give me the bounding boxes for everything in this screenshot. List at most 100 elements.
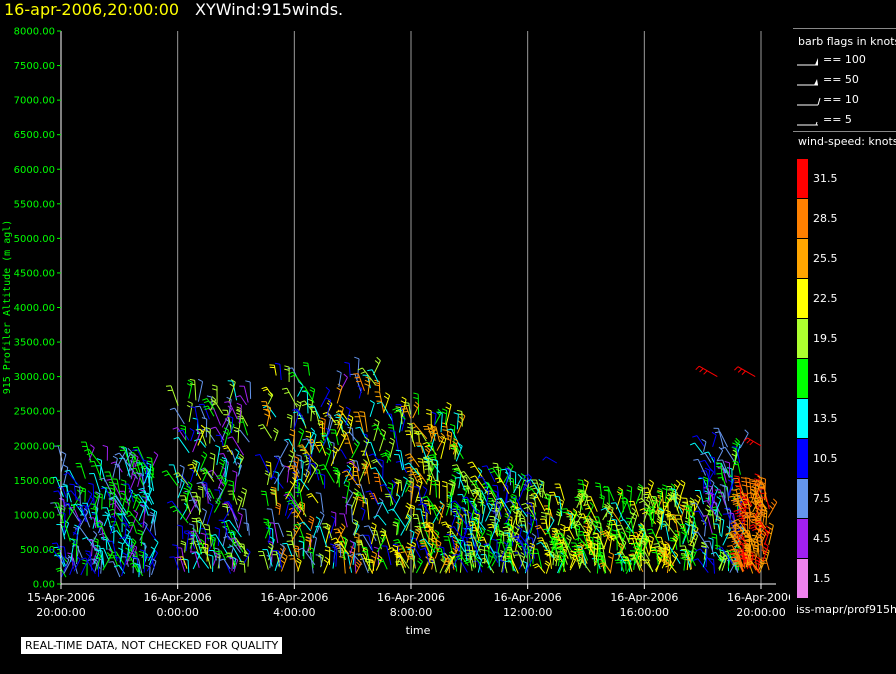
- wind-barb: [204, 547, 212, 569]
- wind-barb-flag: [413, 392, 419, 395]
- wind-barb: [730, 532, 743, 551]
- wind-barb-flag: [739, 511, 745, 515]
- wind-barb-flag: [734, 440, 739, 445]
- wind-barb: [369, 490, 380, 506]
- wind-barb: [303, 521, 312, 532]
- wind-barb-flag: [514, 554, 520, 556]
- wind-barb: [148, 549, 156, 565]
- wind-barb: [747, 437, 762, 447]
- wind-barb-flag: [754, 497, 761, 499]
- wind-barb-flag: [216, 475, 222, 477]
- wind-barb-flag: [131, 473, 136, 477]
- wind-barb: [392, 508, 406, 528]
- wind-barb: [143, 491, 150, 502]
- wind-barb-flag: [619, 542, 624, 547]
- wind-barb: [209, 428, 211, 444]
- wind-barb: [125, 548, 135, 565]
- speed-swatch: [797, 159, 808, 198]
- wind-barb-flag: [388, 427, 394, 429]
- wind-barb-flag: [738, 517, 744, 520]
- wind-barb-flag: [570, 512, 576, 517]
- barb-flag-10: == 10: [796, 93, 896, 107]
- wind-barb-flag: [334, 472, 340, 477]
- wind-barb-flag: [407, 456, 413, 459]
- wind-barb-flag: [296, 400, 302, 405]
- wind-barb-flag: [392, 544, 398, 548]
- wind-barb-flag: [451, 443, 456, 448]
- wind-barb-flag: [428, 454, 434, 457]
- wind-barb: [228, 382, 236, 403]
- y-axis-title: 915 Profiler Altitude (m agl): [2, 220, 13, 395]
- wind-barb: [510, 517, 513, 532]
- wind-barb: [170, 385, 179, 406]
- wind-barb-flag: [424, 525, 430, 529]
- wind-barb-flag: [760, 532, 766, 537]
- wind-barb: [206, 505, 214, 526]
- wind-barb-flag: [520, 520, 526, 523]
- wind-barb-flag: [138, 487, 144, 490]
- wind-barb: [500, 497, 512, 514]
- wind-barb: [353, 521, 359, 536]
- wind-barb: [266, 407, 272, 427]
- wind-barb: [608, 534, 613, 553]
- wind-barb: [220, 475, 227, 486]
- wind-barb-flag: [80, 489, 86, 493]
- wind-barb-flag: [420, 542, 426, 545]
- wind-barb: [396, 523, 399, 536]
- wind-barb-flag: [469, 553, 475, 556]
- wind-barb-flag: [498, 530, 504, 533]
- wind-barb-flag: [759, 534, 765, 539]
- wind-barb: [698, 365, 718, 378]
- wind-barb: [487, 482, 498, 500]
- wind-barb: [368, 525, 377, 542]
- wind-barb: [761, 537, 765, 555]
- wind-barb-flag: [385, 449, 391, 454]
- wind-barb: [112, 497, 127, 516]
- wind-barb-flag: [190, 530, 196, 533]
- wind-barb-flag: [733, 509, 739, 512]
- wind-barb-flag: [130, 454, 135, 458]
- wind-barb: [477, 559, 482, 573]
- wind-barb-flag: [483, 485, 489, 489]
- wind-barb-flag: [477, 498, 483, 501]
- wind-barb-flag: [236, 498, 242, 502]
- wind-barb: [603, 562, 612, 573]
- wind-barb: [312, 519, 321, 539]
- wind-barb: [548, 550, 552, 569]
- wind-barb: [457, 415, 466, 434]
- wind-barb-flag: [357, 385, 363, 389]
- wind-barb-flag: [423, 456, 429, 459]
- wind-barb: [735, 556, 744, 573]
- wind-barb-flag: [466, 525, 472, 528]
- wind-barb-flag: [265, 527, 271, 531]
- wind-barb-flag: [746, 560, 752, 564]
- wind-barb-flag: [361, 467, 367, 470]
- wind-barb: [64, 522, 71, 542]
- wind-barb-flag: [302, 438, 308, 441]
- wind-barb-flag: [467, 461, 473, 464]
- wind-barb-flag: [188, 499, 194, 502]
- wind-barb: [103, 478, 113, 495]
- wind-barb-flag: [238, 456, 243, 461]
- wind-barb: [429, 476, 433, 495]
- wind-barb: [103, 548, 110, 561]
- wind-barb-flag: [358, 499, 364, 502]
- wind-barb-flag: [140, 465, 146, 469]
- wind-barb: [541, 537, 548, 551]
- wind-barb-flag: [592, 523, 597, 527]
- wind-barb-flag: [442, 555, 448, 560]
- wind-barb-flag: [222, 502, 228, 505]
- wind-barb: [132, 495, 138, 509]
- wind-barb-flag: [506, 539, 512, 544]
- wind-barb: [490, 519, 500, 541]
- wind-barb-flag: [701, 438, 707, 443]
- wind-barb-flag: [95, 491, 101, 495]
- wind-barb-flag: [520, 473, 526, 477]
- wind-barb: [497, 463, 501, 482]
- wind-barb-flag: [341, 496, 348, 499]
- wind-barb-flag: [664, 541, 670, 545]
- wind-barb: [759, 561, 765, 573]
- wind-barb-flag: [516, 526, 522, 530]
- wind-barb-flag: [544, 562, 550, 567]
- wind-barb-flag: [203, 542, 209, 546]
